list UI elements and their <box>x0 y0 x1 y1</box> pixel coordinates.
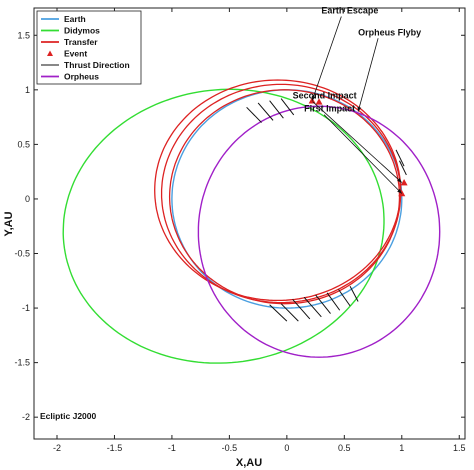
thrust-direction-segment-3 <box>269 100 284 119</box>
y-tick-label-2: 1 <box>25 85 30 95</box>
y-tick-label-5: -0.5 <box>14 249 30 259</box>
corner-label: Ecliptic J2000 <box>40 411 97 421</box>
annotation-text-1: Earth Escape <box>321 5 378 15</box>
thrust-direction-segment-6 <box>303 296 322 318</box>
thrust-direction-segment-11 <box>280 303 299 322</box>
legend-label-thrust-direction: Thrust Direction <box>64 60 130 70</box>
event-marker-3 <box>400 178 408 186</box>
annotation-arrowhead-1 <box>311 95 316 101</box>
series-didymos-orbit <box>62 88 385 364</box>
x-tick-label-7: 1 <box>399 443 404 453</box>
x-tick-label-8: 1.5 <box>453 443 466 453</box>
annotation-arrow-2 <box>357 38 379 112</box>
thrust-direction-segment-7 <box>315 294 331 314</box>
annotation-arrowhead-3 <box>397 178 402 183</box>
y-tick-label-8: -2 <box>22 412 30 422</box>
thrust-direction-segment-12 <box>269 304 288 322</box>
x-tick-label-3: -1 <box>168 443 176 453</box>
x-axis-label: X,AU <box>236 457 262 469</box>
annotation-arrow-1 <box>311 16 342 101</box>
annotation-text-3: Second Impact <box>293 91 357 101</box>
thrust-direction-segment-10 <box>349 286 359 302</box>
legend-box <box>36 10 142 85</box>
x-tick-label-1: -2 <box>53 443 61 453</box>
thrust-direction-segment-13 <box>395 149 405 167</box>
legend-label-earth: Earth <box>64 14 86 24</box>
series-earth-orbit <box>171 89 403 309</box>
annotation-arrow-4 <box>323 114 403 194</box>
legend-label-didymos: Didymos <box>64 26 100 36</box>
series-orpheus-orbit <box>197 105 441 358</box>
thrust-direction-segment-9 <box>338 289 351 307</box>
y-tick-label-7: -1.5 <box>14 358 30 368</box>
annotation-arrowhead-2 <box>357 106 362 112</box>
x-tick-label-5: 0 <box>284 443 289 453</box>
thrust-direction-segment-5 <box>292 299 311 320</box>
thrust-direction-segment-4 <box>280 98 295 116</box>
thrust-direction-segment-14 <box>399 160 407 176</box>
legend-label-orpheus: Orpheus <box>64 72 99 82</box>
y-axis-label: Y,AU <box>3 211 15 236</box>
series-transfer-loop-1 <box>168 89 401 305</box>
series-transfer-loop-2 <box>160 83 402 304</box>
series-transfer-loop-3 <box>154 79 402 302</box>
annotation-arrowhead-4 <box>397 188 402 194</box>
legend-label-event: Event <box>64 49 87 59</box>
thrust-direction-segment-2 <box>257 102 274 121</box>
y-tick-label-1: 1.5 <box>17 30 30 40</box>
x-tick-label-2: -1.5 <box>107 443 123 453</box>
y-tick-label-4: 0 <box>25 194 30 204</box>
annotation-text-2: Orpheus Flyby <box>358 27 421 37</box>
annotation-text-4: First Impact <box>304 104 355 114</box>
y-tick-label-3: 0.5 <box>17 139 30 149</box>
annotation-arrow-3 <box>312 101 403 183</box>
thrust-direction-segment-8 <box>326 292 341 311</box>
legend-swatch-event <box>47 50 53 56</box>
x-tick-label-4: -0.5 <box>222 443 238 453</box>
x-tick-label-6: 0.5 <box>338 443 351 453</box>
y-tick-label-6: -1 <box>22 303 30 313</box>
legend-label-transfer: Transfer <box>64 37 98 47</box>
event-marker-1 <box>315 98 323 105</box>
thrust-direction-segment-1 <box>246 106 262 123</box>
